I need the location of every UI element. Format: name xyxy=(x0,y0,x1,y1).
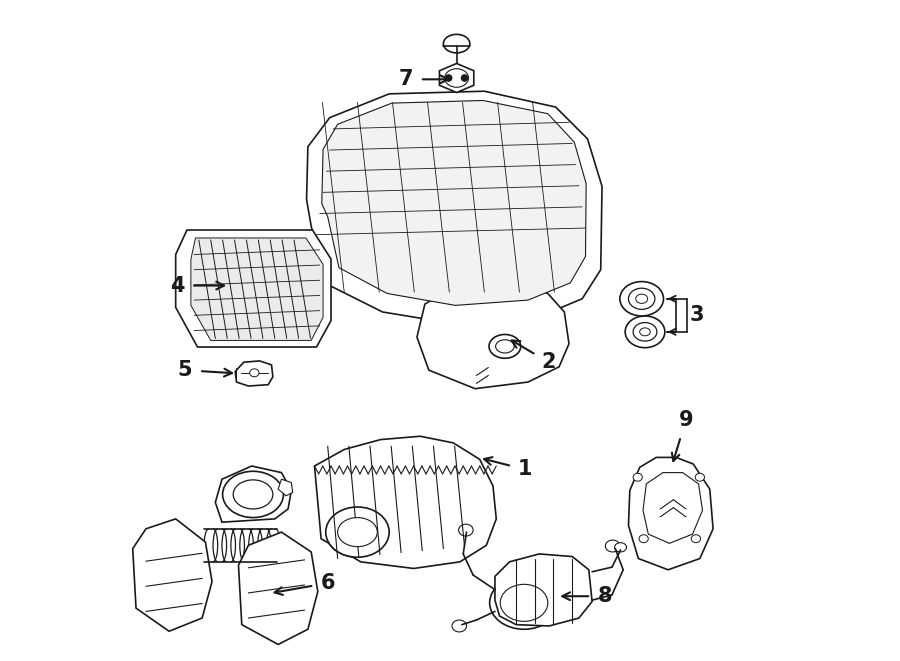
Ellipse shape xyxy=(233,480,273,509)
Text: 1: 1 xyxy=(484,457,532,479)
Ellipse shape xyxy=(633,473,643,481)
Polygon shape xyxy=(495,554,592,626)
Text: 4: 4 xyxy=(170,276,224,295)
Text: 3: 3 xyxy=(689,305,704,325)
Ellipse shape xyxy=(490,576,558,629)
Ellipse shape xyxy=(500,584,548,621)
Ellipse shape xyxy=(620,282,663,316)
Polygon shape xyxy=(439,63,473,93)
Polygon shape xyxy=(417,283,569,389)
Ellipse shape xyxy=(489,334,521,358)
Ellipse shape xyxy=(635,294,648,303)
Text: 2: 2 xyxy=(512,340,555,372)
Text: 8: 8 xyxy=(562,586,613,606)
Polygon shape xyxy=(235,361,273,386)
Ellipse shape xyxy=(633,323,657,341)
Polygon shape xyxy=(176,230,331,347)
Ellipse shape xyxy=(444,34,470,53)
Ellipse shape xyxy=(691,535,700,543)
Ellipse shape xyxy=(445,69,469,87)
Ellipse shape xyxy=(640,328,651,336)
Polygon shape xyxy=(238,532,318,644)
Ellipse shape xyxy=(606,540,620,552)
Polygon shape xyxy=(643,473,703,543)
Polygon shape xyxy=(191,238,323,340)
Polygon shape xyxy=(278,479,293,496)
Text: 6: 6 xyxy=(274,573,336,595)
Text: 5: 5 xyxy=(177,360,232,380)
Ellipse shape xyxy=(452,620,466,632)
Text: 9: 9 xyxy=(672,410,693,461)
Text: 7: 7 xyxy=(399,69,448,89)
Ellipse shape xyxy=(496,340,514,353)
Polygon shape xyxy=(307,91,602,324)
Ellipse shape xyxy=(639,535,648,543)
Polygon shape xyxy=(628,457,713,570)
Polygon shape xyxy=(314,436,496,568)
Ellipse shape xyxy=(459,524,473,536)
Ellipse shape xyxy=(615,543,626,552)
Ellipse shape xyxy=(326,507,389,557)
Ellipse shape xyxy=(446,75,452,81)
Ellipse shape xyxy=(249,369,259,377)
Ellipse shape xyxy=(628,288,655,309)
Ellipse shape xyxy=(338,518,377,547)
Ellipse shape xyxy=(461,75,468,81)
Polygon shape xyxy=(322,100,586,305)
Ellipse shape xyxy=(222,471,284,518)
Polygon shape xyxy=(215,466,292,522)
Ellipse shape xyxy=(695,473,705,481)
Ellipse shape xyxy=(626,316,665,348)
Polygon shape xyxy=(132,519,212,631)
